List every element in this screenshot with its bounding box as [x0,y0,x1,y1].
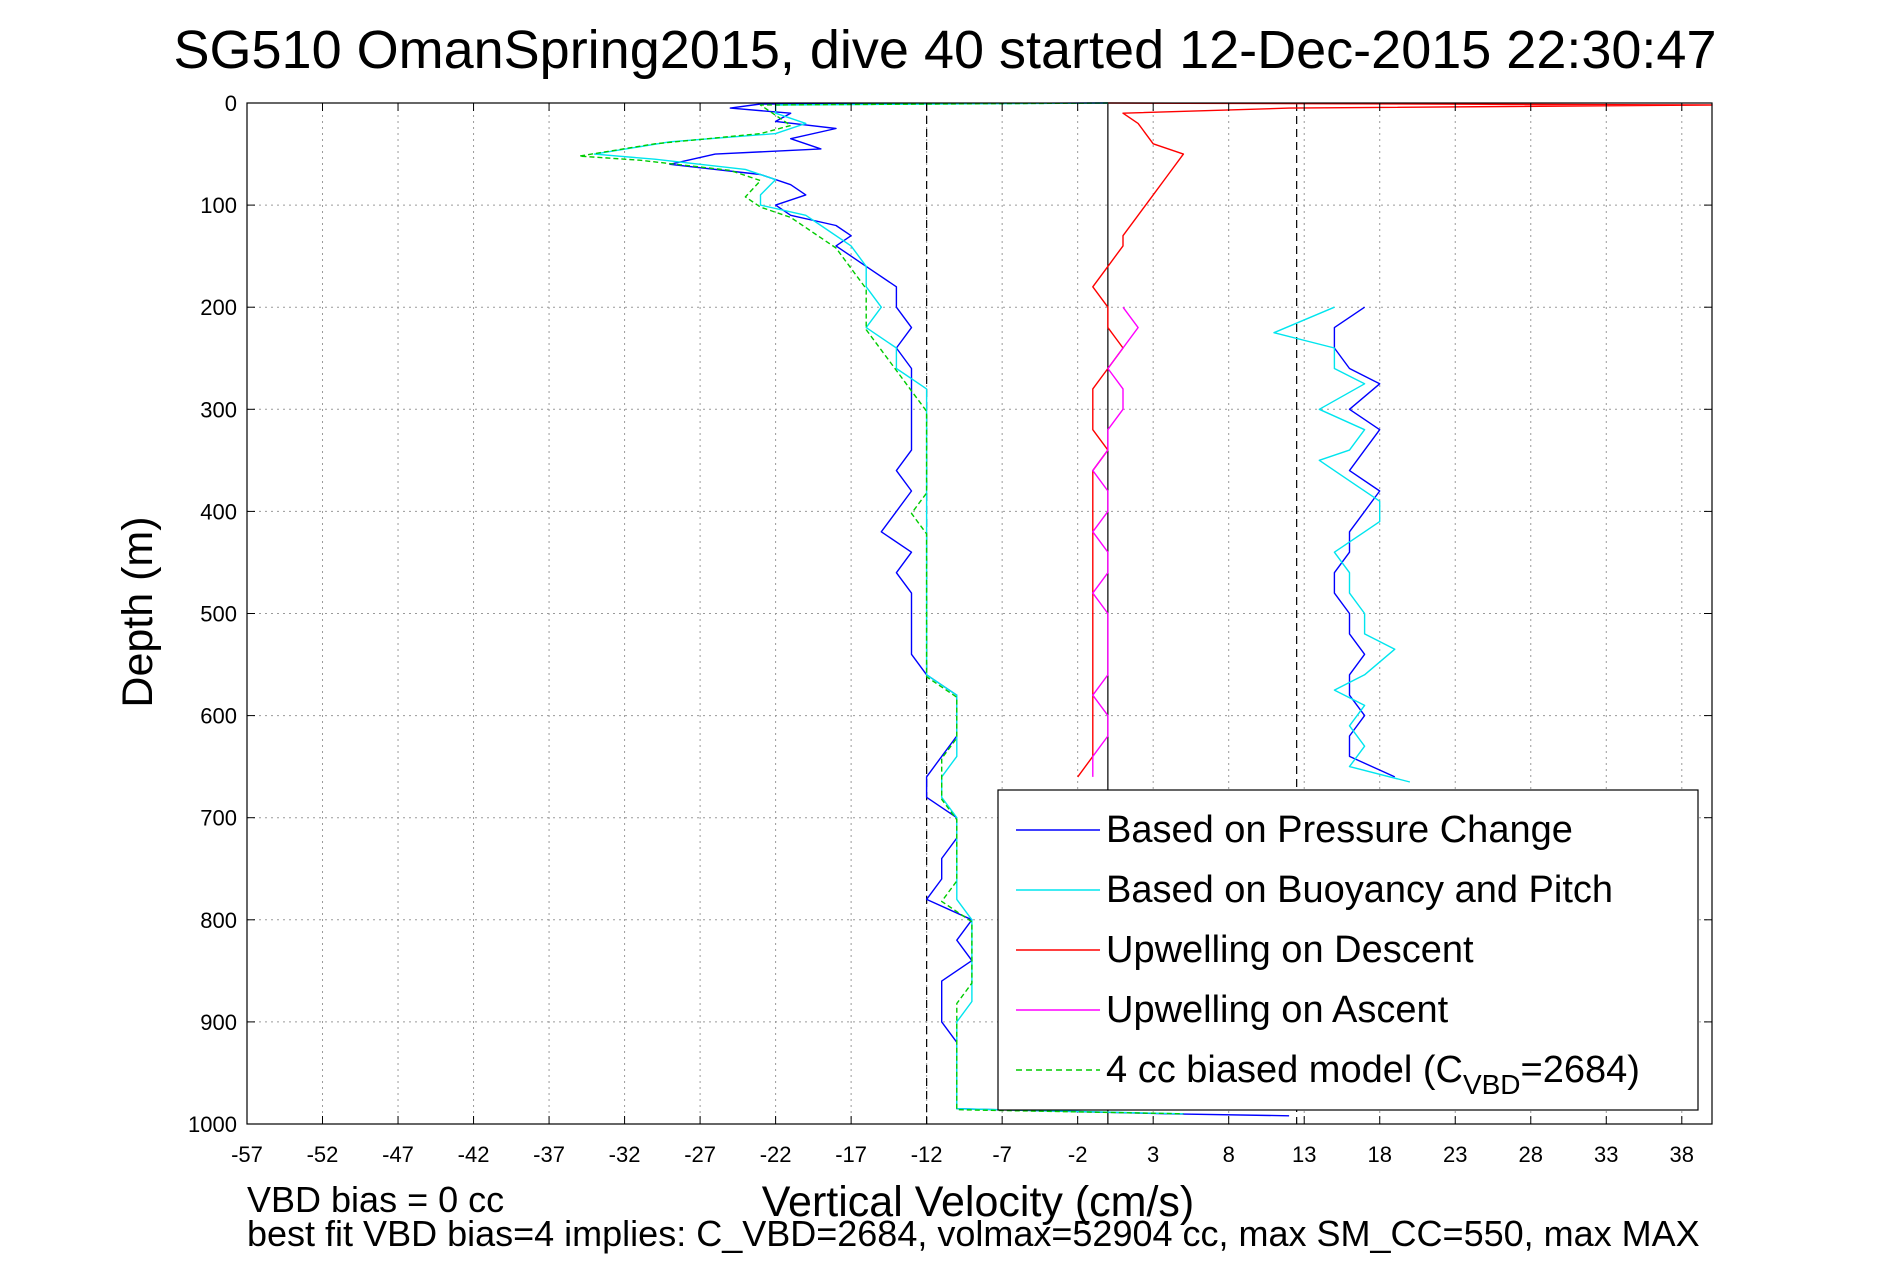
legend: Based on Pressure Change Based on Buoyanc… [997,789,1699,1111]
x-tick-label-11: -2 [1068,1142,1088,1167]
best-fit-note: best fit VBD bias=4 implies: C_VBD=2684,… [247,1213,1700,1254]
y-tick-label-5: 500 [200,602,237,627]
y-tick-label-1: 100 [200,193,237,218]
y-tick-label-3: 300 [200,397,237,422]
y-tick-label-4: 400 [200,499,237,524]
legend-label-2: Upwelling on Descent [1106,929,1474,971]
y-tick-label-2: 200 [200,295,237,320]
y-tick-label-7: 700 [200,806,237,831]
series-layer [578,102,1713,1117]
x-tick-label-1: -52 [307,1142,339,1167]
x-tick-label-13: 8 [1223,1142,1235,1167]
x-tick-label-14: 13 [1292,1142,1316,1167]
y-tick-label-10: 1000 [188,1112,237,1137]
x-tick-label-17: 28 [1519,1142,1543,1167]
y-tick-label-0: 0 [225,91,237,116]
x-tick-label-7: -22 [760,1142,792,1167]
x-tick-label-2: -47 [382,1142,414,1167]
legend-box [997,789,1699,1111]
x-tick-label-6: -27 [684,1142,716,1167]
y-tick-label-6: 600 [200,704,237,729]
legend-label-1: Based on Buoyancy and Pitch [1106,869,1613,911]
x-tick-label-12: 3 [1147,1142,1159,1167]
x-tick-label-15: 18 [1367,1142,1391,1167]
series-line-6 [578,102,1184,1115]
vbd-bias-note: VBD bias = 0 cc [247,1179,505,1220]
y-tick-label-8: 800 [200,908,237,933]
legend-label-3: Upwelling on Ascent [1106,989,1449,1031]
x-tick-label-3: -42 [458,1142,490,1167]
legend-label-4: 4 cc biased model (CVBD=2684) [1106,1049,1640,1100]
x-tick-label-18: 33 [1594,1142,1618,1167]
y-tick-label-9: 900 [200,1010,237,1035]
x-tick-label-8: -17 [835,1142,867,1167]
x-tick-label-4: -37 [533,1142,565,1167]
series-line-5 [1273,306,1411,783]
y-axis-label: Depth (m) [114,516,162,707]
legend-label-0: Based on Pressure Change [1106,809,1573,851]
x-axis-label: Vertical Velocity (cm/s) [762,1178,1195,1226]
x-tick-label-9: -12 [911,1142,943,1167]
x-tick-label-16: 23 [1443,1142,1467,1167]
x-tick-label-19: 38 [1670,1142,1694,1167]
series-line-3 [1092,306,1139,777]
x-tick-label-5: -32 [609,1142,641,1167]
x-tick-label-0: -57 [231,1142,263,1167]
x-tick-label-10: -7 [992,1142,1012,1167]
chart-title: SG510 OmanSpring2015, dive 40 started 12… [173,20,1716,80]
series-line-2 [1077,102,1713,778]
tick-layer: -57 -52 -47 -42 -37 -32 -27 -22 -17 -12 -7 -2 3 8 13 18… [188,91,1712,1167]
